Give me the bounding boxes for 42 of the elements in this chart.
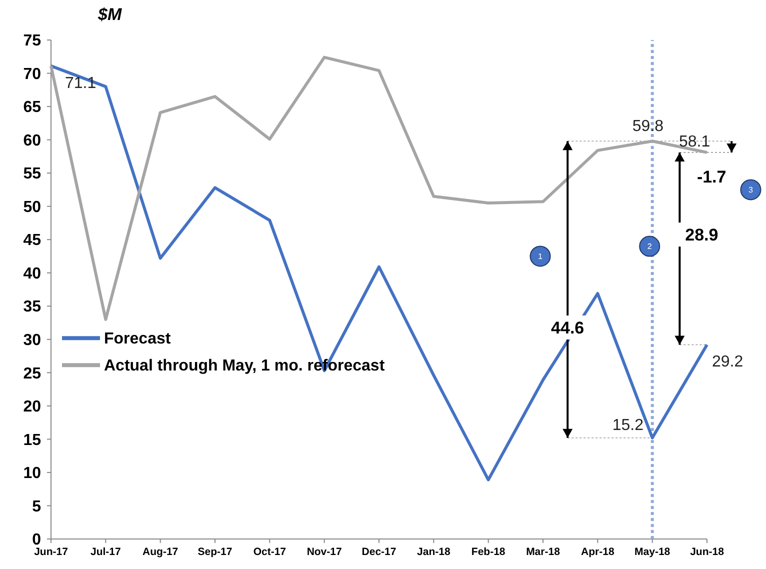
annotation: 1 bbox=[538, 252, 544, 262]
x-tick-label: Mar-18 bbox=[526, 546, 560, 558]
y-axis-title: $M bbox=[97, 5, 122, 24]
y-tick-label: 25 bbox=[23, 365, 42, 382]
annotation: 44.6 bbox=[551, 318, 584, 338]
legend-label: Forecast bbox=[104, 330, 172, 348]
annotation: 2 bbox=[647, 242, 652, 252]
y-tick-label: 20 bbox=[23, 398, 42, 416]
annotation: 29.2 bbox=[712, 354, 744, 371]
x-tick-label: Jan-18 bbox=[417, 546, 450, 558]
y-tick-label: 40 bbox=[23, 265, 42, 282]
y-tick-label: 50 bbox=[23, 198, 42, 216]
x-tick-label: Nov-17 bbox=[306, 546, 342, 558]
annotation: 28.9 bbox=[685, 226, 718, 245]
y-tick-label: 15 bbox=[23, 432, 42, 449]
x-tick-label: May-18 bbox=[634, 546, 670, 558]
x-tick-label: Jun-18 bbox=[690, 546, 724, 558]
y-tick-label: 10 bbox=[23, 465, 42, 482]
y-tick-label: 75 bbox=[23, 32, 42, 50]
x-tick-label: Jul-17 bbox=[90, 546, 121, 558]
annotation: 71.1 bbox=[65, 74, 96, 92]
annotation: 58.1 bbox=[679, 133, 710, 150]
annotation: 59.8 bbox=[632, 118, 664, 136]
text: 3 bbox=[748, 186, 754, 194]
y-tick-label: 35 bbox=[23, 298, 42, 316]
x-tick-label: Oct-17 bbox=[253, 546, 286, 558]
y-tick-label: 30 bbox=[23, 332, 42, 349]
y-tick-label: 45 bbox=[23, 232, 42, 250]
x-tick-label: Aug-17 bbox=[142, 546, 178, 558]
x-tick-label: Dec-17 bbox=[362, 546, 396, 558]
y-tick-label: 70 bbox=[23, 66, 42, 83]
y-tick-label: 5 bbox=[32, 498, 42, 516]
x-tick-label: Jun-17 bbox=[34, 546, 68, 558]
x-tick-label: Sep-17 bbox=[198, 546, 232, 558]
y-tick-label: 0 bbox=[32, 532, 42, 549]
annotation: -1.7 bbox=[696, 167, 726, 186]
annotation: 15.2 bbox=[612, 416, 644, 434]
y-tick-label: 60 bbox=[23, 132, 42, 150]
y-tick-label: 55 bbox=[23, 166, 42, 183]
y-tick-label: 65 bbox=[23, 99, 42, 116]
x-tick-label: Feb-18 bbox=[471, 546, 506, 558]
x-tick-label: Apr-18 bbox=[581, 546, 614, 558]
